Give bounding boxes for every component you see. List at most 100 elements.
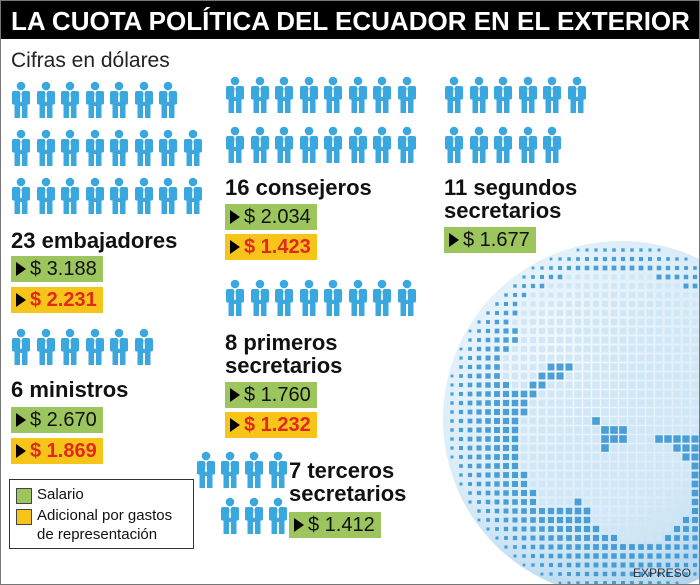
person-icon — [225, 279, 245, 322]
person-icon — [36, 177, 56, 220]
person-icon — [250, 279, 270, 322]
person-icon — [444, 126, 464, 169]
person-icon — [299, 279, 319, 322]
person-icon — [348, 126, 368, 169]
person-icon — [60, 81, 80, 124]
salary-value: $ 3.188 — [30, 257, 97, 280]
person-icon — [36, 328, 56, 371]
arrow-icon — [294, 518, 304, 532]
person-icon — [60, 177, 80, 220]
embajadores-additional: $ 2.231 — [11, 287, 103, 313]
ministros-salary: $ 2.670 — [11, 407, 103, 433]
embajadores-salary: $ 3.188 — [11, 256, 103, 282]
person-icon — [250, 126, 270, 169]
salary-value: $ 2.034 — [244, 205, 311, 228]
terceros-label-line2: secretarios — [289, 481, 407, 506]
person-icon — [323, 76, 343, 119]
person-icon — [85, 81, 105, 124]
segundos-salary: $ 1.677 — [444, 227, 536, 253]
person-icon — [11, 177, 31, 220]
person-icon — [372, 126, 392, 169]
ministros-label: 6 ministros — [11, 377, 129, 402]
segundos-label-line2: secretarios — [444, 198, 562, 223]
credit: EXPRESO — [632, 566, 691, 580]
person-icon — [493, 76, 513, 119]
person-icon — [348, 76, 368, 119]
person-icon — [220, 497, 240, 540]
additional-swatch — [16, 509, 32, 525]
additional-value: $ 2.231 — [30, 288, 97, 311]
person-icon — [158, 81, 178, 124]
person-icon — [323, 126, 343, 169]
person-icon — [372, 76, 392, 119]
salary-value: $ 2.670 — [30, 408, 97, 431]
person-icon — [60, 129, 80, 172]
person-icon — [11, 328, 31, 371]
legend-additional-line2: de representación — [37, 526, 158, 543]
person-icon — [397, 126, 417, 169]
person-icon — [225, 126, 245, 169]
arrow-icon — [230, 418, 240, 432]
additional-value: $ 1.869 — [30, 439, 97, 462]
person-icon — [397, 76, 417, 119]
legend-additional-line1: Adicional por gastos — [37, 507, 173, 524]
person-icon — [60, 328, 80, 371]
primeros-label-line2: secretarios — [225, 353, 343, 378]
person-icon — [109, 328, 129, 371]
primeros-label-line1: 8 primeros — [225, 330, 338, 355]
salary-swatch — [16, 488, 32, 504]
arrow-icon — [230, 388, 240, 402]
person-icon — [134, 328, 154, 371]
person-icon — [36, 81, 56, 124]
person-icon — [542, 126, 562, 169]
person-icon — [109, 177, 129, 220]
consejeros-additional: $ 1.423 — [225, 234, 317, 260]
person-icon — [493, 126, 513, 169]
title-bar: LA CUOTA POLÍTICA DEL ECUADOR EN EL EXTE… — [1, 1, 699, 39]
person-icon — [109, 129, 129, 172]
person-icon — [183, 177, 203, 220]
consejeros-label: 16 consejeros — [225, 175, 372, 200]
arrow-icon — [16, 262, 26, 276]
ministros-additional: $ 1.869 — [11, 438, 103, 464]
person-icon — [183, 129, 203, 172]
person-icon — [11, 81, 31, 124]
person-icon — [196, 451, 216, 494]
person-icon — [348, 279, 368, 322]
person-icon — [542, 76, 562, 119]
person-icon — [323, 279, 343, 322]
person-icon — [469, 126, 489, 169]
terceros-label-line1: 7 terceros — [289, 458, 395, 483]
person-icon — [244, 451, 264, 494]
arrow-icon — [16, 293, 26, 307]
arrow-icon — [449, 233, 459, 247]
consejeros-salary: $ 2.034 — [225, 204, 317, 230]
subtitle: Cifras en dólares — [11, 49, 170, 72]
additional-value: $ 1.423 — [244, 235, 311, 258]
person-icon — [11, 129, 31, 172]
person-icon — [567, 76, 587, 119]
person-icon — [518, 76, 538, 119]
person-icon — [244, 497, 264, 540]
person-icon — [274, 126, 294, 169]
person-icon — [268, 451, 288, 494]
primeros-additional: $ 1.232 — [225, 412, 317, 438]
primeros-salary: $ 1.760 — [225, 382, 317, 408]
person-icon — [299, 126, 319, 169]
person-icon — [158, 129, 178, 172]
person-icon — [85, 129, 105, 172]
arrow-icon — [230, 210, 240, 224]
salary-value: $ 1.412 — [308, 513, 375, 536]
embajadores-label: 23 embajadores — [11, 228, 178, 253]
person-icon — [134, 129, 154, 172]
person-icon — [518, 126, 538, 169]
arrow-icon — [16, 444, 26, 458]
person-icon — [85, 328, 105, 371]
person-icon — [158, 177, 178, 220]
person-icon — [109, 81, 129, 124]
person-icon — [36, 129, 56, 172]
person-icon — [220, 451, 240, 494]
person-icon — [274, 279, 294, 322]
